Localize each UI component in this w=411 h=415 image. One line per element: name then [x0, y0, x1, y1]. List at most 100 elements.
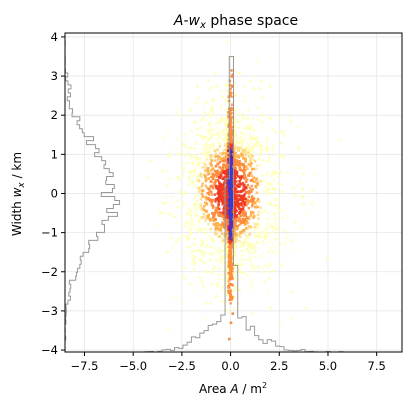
density-point — [289, 116, 291, 118]
density-point — [201, 183, 203, 185]
density-point — [202, 195, 204, 197]
density-point — [182, 174, 184, 176]
density-point — [191, 290, 193, 292]
density-point — [188, 208, 190, 210]
density-point — [214, 265, 216, 267]
density-point — [178, 215, 180, 217]
density-point — [276, 234, 278, 236]
density-point — [269, 247, 271, 249]
density-point — [281, 210, 283, 212]
density-point — [304, 307, 306, 309]
density-point — [249, 258, 251, 260]
density-point — [196, 176, 198, 178]
density-point — [262, 159, 264, 161]
density-point — [213, 72, 215, 74]
density-point — [217, 179, 219, 181]
density-point — [284, 242, 286, 244]
density-point — [257, 118, 259, 120]
density-point — [158, 224, 160, 226]
density-point — [249, 233, 251, 235]
density-point — [236, 137, 238, 139]
density-point — [222, 188, 224, 190]
density-point — [292, 249, 294, 251]
density-point — [290, 240, 292, 242]
density-point — [268, 222, 270, 224]
density-point — [219, 145, 221, 147]
density-point — [229, 302, 231, 304]
density-point — [215, 173, 217, 175]
density-point — [147, 177, 149, 179]
density-point — [277, 183, 279, 185]
density-point — [213, 254, 215, 256]
density-point — [180, 152, 182, 154]
density-point — [218, 133, 220, 135]
density-point — [168, 328, 170, 330]
density-point — [205, 302, 207, 304]
density-point — [225, 100, 227, 102]
density-point — [287, 235, 289, 237]
density-point — [205, 142, 207, 144]
density-point — [194, 250, 196, 252]
density-point — [213, 247, 215, 249]
density-point — [278, 212, 280, 214]
density-point — [204, 151, 206, 153]
density-point — [260, 97, 262, 99]
density-point — [240, 204, 242, 206]
density-point — [223, 176, 225, 178]
density-point — [222, 152, 224, 154]
density-point — [215, 296, 217, 298]
density-point — [340, 138, 342, 140]
density-point — [239, 260, 241, 262]
density-point — [259, 207, 261, 209]
density-point — [312, 189, 314, 191]
density-point — [266, 292, 268, 294]
density-point — [192, 154, 194, 156]
density-point — [184, 133, 186, 135]
density-point — [257, 198, 259, 200]
density-point — [218, 129, 220, 131]
density-point — [209, 133, 211, 135]
density-point — [231, 104, 233, 106]
density-point — [257, 107, 259, 109]
density-point — [277, 238, 279, 240]
density-point — [204, 290, 206, 292]
density-point — [166, 170, 168, 172]
density-point — [248, 251, 250, 253]
density-point — [171, 247, 173, 249]
density-point — [246, 118, 248, 120]
density-point — [279, 266, 281, 268]
density-point — [205, 220, 207, 222]
density-point — [198, 190, 200, 192]
density-point — [280, 243, 282, 245]
density-point — [226, 128, 228, 130]
density-point — [205, 179, 207, 181]
density-point — [274, 206, 276, 208]
density-point — [286, 215, 288, 217]
density-point — [216, 148, 218, 150]
density-point — [222, 131, 224, 133]
density-point — [273, 220, 275, 222]
density-point — [212, 147, 214, 149]
density-point — [238, 127, 240, 129]
density-point — [250, 142, 252, 144]
density-point — [219, 137, 221, 139]
density-point — [220, 107, 222, 109]
density-point — [206, 144, 208, 146]
density-point — [251, 261, 253, 263]
density-point — [251, 175, 253, 177]
density-point — [183, 163, 185, 165]
density-point — [176, 222, 178, 224]
density-point — [193, 166, 195, 168]
density-point — [259, 180, 261, 182]
density-point — [249, 160, 251, 162]
density-point — [185, 191, 187, 193]
density-point — [250, 256, 252, 258]
density-point — [246, 168, 248, 170]
density-point — [266, 137, 268, 139]
density-point — [276, 205, 278, 207]
density-point — [197, 208, 199, 210]
density-point — [183, 225, 185, 227]
density-point — [171, 195, 173, 197]
density-point — [254, 256, 256, 258]
density-point — [267, 265, 269, 267]
